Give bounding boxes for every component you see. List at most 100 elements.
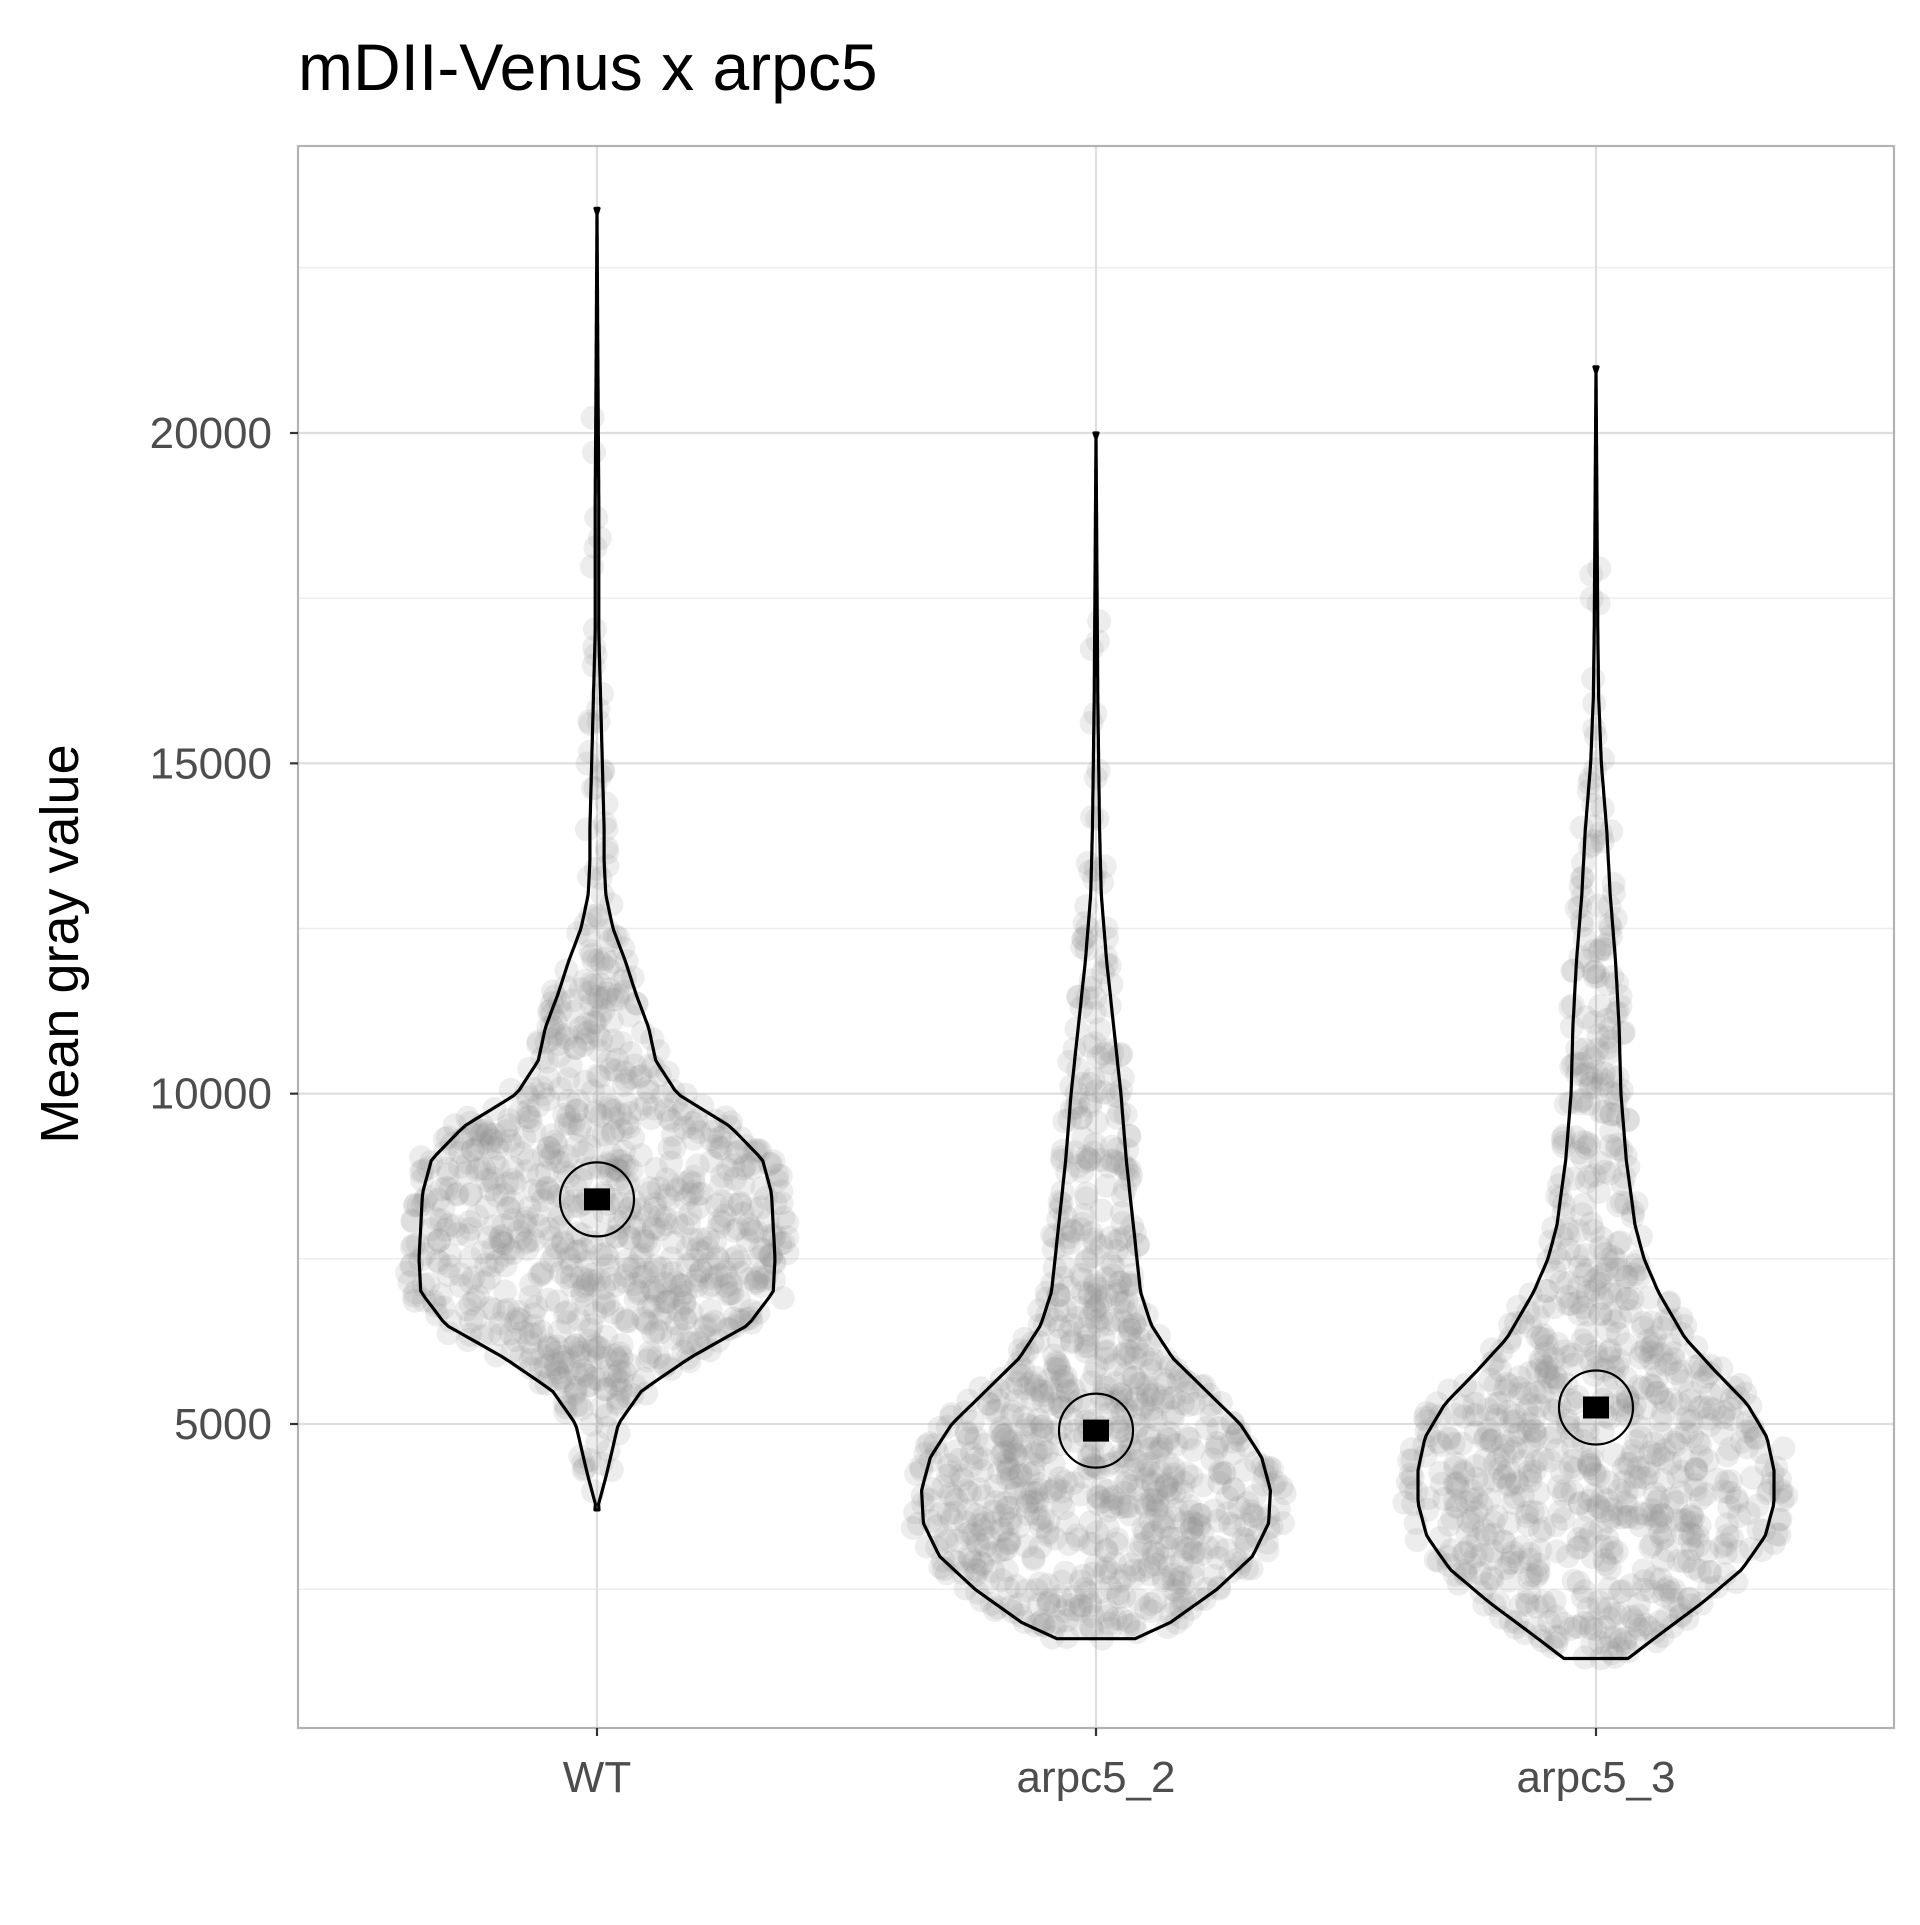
data-point-wt (554, 1237, 579, 1262)
data-point-wt (552, 1390, 577, 1415)
data-point-arpc5-3 (1702, 1397, 1727, 1422)
data-point-wt (587, 1335, 612, 1360)
data-point-arpc5-2 (1069, 1217, 1094, 1242)
data-point-wt (536, 1136, 561, 1161)
data-point-arpc5-2 (1029, 1515, 1053, 1539)
data-point-arpc5-2 (942, 1500, 967, 1525)
data-point-arpc5-2 (1116, 1609, 1141, 1634)
data-point-arpc5-3 (1534, 1360, 1558, 1385)
data-point-arpc5-2 (944, 1488, 969, 1513)
data-point-arpc5-2 (1087, 1314, 1112, 1338)
data-point-arpc5-2 (1094, 1537, 1118, 1562)
data-point-wt (492, 1242, 517, 1267)
data-point-arpc5-2 (1078, 1614, 1103, 1639)
data-point-arpc5-3 (1660, 1588, 1685, 1613)
data-point-arpc5-2 (1095, 1390, 1119, 1415)
data-point-wt (660, 1122, 685, 1147)
data-point-arpc5-2 (1078, 1305, 1103, 1330)
data-point-arpc5-3 (1505, 1471, 1530, 1496)
data-point-arpc5-2 (1220, 1411, 1245, 1436)
data-point-arpc5-3 (1555, 1216, 1580, 1241)
data-point-arpc5-3 (1713, 1532, 1738, 1557)
data-point-wt (644, 1156, 668, 1181)
data-point-arpc5-2 (1081, 1140, 1106, 1165)
data-point-arpc5-3 (1531, 1323, 1556, 1348)
data-point-wt (538, 1146, 563, 1170)
data-point-wt (595, 853, 620, 878)
data-point-wt (465, 1284, 490, 1309)
data-point-arpc5-2 (1013, 1481, 1038, 1506)
data-point-wt (643, 1254, 668, 1279)
data-point-arpc5-2 (1111, 1309, 1136, 1334)
data-point-wt (470, 1240, 495, 1265)
data-point-arpc5-3 (1471, 1517, 1496, 1542)
data-point-arpc5-2 (1162, 1505, 1186, 1530)
data-point-arpc5-2 (1047, 1354, 1071, 1379)
data-point-arpc5-3 (1592, 1615, 1617, 1640)
data-point-arpc5-3 (1572, 1414, 1597, 1439)
data-point-wt (638, 1340, 663, 1365)
data-point-wt (423, 1293, 448, 1318)
data-point-arpc5-2 (1080, 1617, 1104, 1642)
data-point-wt (721, 1306, 746, 1331)
data-point-arpc5-2 (1107, 1491, 1132, 1516)
data-point-arpc5-3 (1637, 1285, 1662, 1310)
data-point-wt (648, 1306, 673, 1331)
data-point-arpc5-2 (1068, 1106, 1093, 1131)
data-point-wt (477, 1296, 502, 1320)
data-point-arpc5-2 (1161, 1456, 1186, 1481)
data-point-arpc5-3 (1580, 1483, 1605, 1508)
data-point-arpc5-2 (1071, 1280, 1095, 1305)
data-point-wt (530, 1188, 555, 1213)
data-point-wt (731, 1173, 756, 1198)
data-point-wt (661, 1268, 686, 1293)
data-point-wt (492, 1182, 517, 1207)
data-point-wt (686, 1195, 711, 1220)
data-point-arpc5-2 (1117, 1157, 1142, 1182)
data-point-wt (448, 1140, 473, 1165)
data-point-arpc5-2 (1085, 1520, 1110, 1545)
data-point-wt (668, 1273, 693, 1298)
data-point-arpc5-3 (1604, 1257, 1629, 1282)
data-point-arpc5-2 (1143, 1552, 1168, 1577)
data-point-arpc5-2 (936, 1463, 961, 1488)
data-point-wt (491, 1231, 516, 1255)
data-point-arpc5-2 (1023, 1374, 1048, 1399)
data-point-arpc5-2 (1117, 1317, 1142, 1342)
data-point-arpc5-3 (1616, 1504, 1641, 1529)
data-point-arpc5-2 (984, 1490, 1009, 1515)
data-point-arpc5-2 (1008, 1338, 1032, 1363)
data-point-arpc5-3 (1497, 1551, 1522, 1576)
data-point-arpc5-2 (1031, 1389, 1056, 1414)
data-point-arpc5-3 (1669, 1480, 1694, 1505)
data-point-arpc5-3 (1551, 1482, 1576, 1507)
data-point-arpc5-2 (1094, 916, 1119, 941)
data-point-arpc5-3 (1601, 1244, 1625, 1269)
data-point-wt (558, 1054, 583, 1079)
data-point-wt (642, 1259, 667, 1284)
data-point-wt (429, 1208, 454, 1233)
data-point-arpc5-2 (957, 1480, 982, 1505)
data-point-arpc5-2 (1205, 1431, 1230, 1455)
data-point-arpc5-2 (1039, 1479, 1064, 1504)
data-point-arpc5-2 (1207, 1459, 1232, 1484)
data-point-wt (482, 1122, 507, 1147)
data-point-arpc5-2 (1150, 1385, 1175, 1410)
data-point-arpc5-2 (1021, 1489, 1046, 1514)
data-point-arpc5-3 (1445, 1471, 1470, 1496)
data-point-arpc5-2 (1169, 1588, 1194, 1613)
data-point-wt (566, 1239, 591, 1264)
data-point-arpc5-3 (1567, 1534, 1592, 1559)
data-point-wt (696, 1226, 721, 1251)
data-point-wt (601, 987, 626, 1012)
data-point-arpc5-3 (1578, 1044, 1603, 1069)
data-point-arpc5-3 (1558, 995, 1583, 1020)
data-point-arpc5-3 (1541, 1215, 1566, 1240)
data-point-wt (536, 1015, 561, 1040)
data-point-arpc5-2 (1050, 1479, 1075, 1504)
data-point-wt (641, 1216, 666, 1241)
data-point-wt (585, 1124, 610, 1149)
data-point-wt (724, 1141, 749, 1166)
data-point-arpc5-3 (1567, 1091, 1592, 1116)
data-point-arpc5-3 (1463, 1420, 1488, 1445)
